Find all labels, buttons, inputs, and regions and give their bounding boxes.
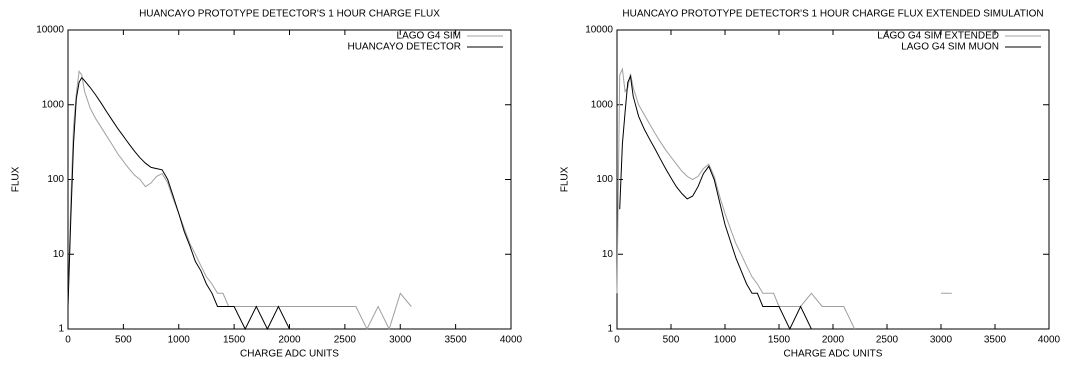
x-tick-label: 4000 bbox=[1038, 335, 1061, 346]
y-tick-label: 1 bbox=[58, 324, 64, 335]
y-tick-label: 10 bbox=[602, 249, 614, 260]
x-tick-label: 2000 bbox=[822, 335, 845, 346]
y-tick-label: 100 bbox=[47, 174, 64, 185]
x-tick-label: 500 bbox=[115, 335, 132, 346]
legend-label: HUANCAYO DETECTOR bbox=[347, 42, 461, 53]
x-tick-label: 4000 bbox=[500, 335, 523, 346]
y-axis-label: FLUX bbox=[11, 166, 22, 192]
series-line bbox=[616, 67, 952, 330]
y-tick-label: 10000 bbox=[585, 25, 613, 36]
x-tick-label: 2500 bbox=[334, 335, 357, 346]
x-tick-label: 1500 bbox=[223, 335, 246, 346]
x-tick-label: 2500 bbox=[876, 335, 899, 346]
y-tick-label: 10000 bbox=[36, 25, 64, 36]
x-tick-label: 0 bbox=[614, 335, 620, 346]
x-axis-label: CHARGE ADC UNITS bbox=[784, 349, 883, 360]
y-tick-label: 1 bbox=[607, 324, 613, 335]
x-tick-label: 3000 bbox=[930, 335, 953, 346]
y-axis-label: FLUX bbox=[560, 166, 571, 192]
plot-frame bbox=[67, 29, 512, 330]
chart-title: HUANCAYO PROTOTYPE DETECTOR'S 1 HOUR CHA… bbox=[139, 9, 440, 20]
x-tick-label: 3500 bbox=[984, 335, 1007, 346]
plot-frame bbox=[616, 29, 1050, 330]
legend-label: LAGO G4 SIM bbox=[397, 31, 461, 42]
x-tick-label: 1000 bbox=[168, 335, 191, 346]
series-line bbox=[620, 76, 898, 329]
x-tick-label: 3500 bbox=[445, 335, 468, 346]
x-tick-label: 500 bbox=[663, 335, 680, 346]
x-tick-label: 0 bbox=[65, 335, 71, 346]
x-tick-label: 3000 bbox=[389, 335, 412, 346]
y-tick-label: 1000 bbox=[591, 99, 614, 110]
y-tick-label: 100 bbox=[596, 174, 613, 185]
x-tick-label: 1000 bbox=[714, 335, 737, 346]
x-axis-label: CHARGE ADC UNITS bbox=[240, 349, 339, 360]
series-line bbox=[67, 69, 412, 331]
legend-label: LAGO G4 SIM MUON bbox=[901, 42, 999, 53]
y-tick-label: 1000 bbox=[42, 99, 65, 110]
x-tick-label: 1500 bbox=[768, 335, 791, 346]
x-tick-label: 2000 bbox=[278, 335, 301, 346]
legend-label: LAGO G4 SIM EXTENDED bbox=[877, 31, 999, 42]
y-tick-label: 10 bbox=[53, 249, 65, 260]
series-line bbox=[67, 76, 301, 331]
chart-title: HUANCAYO PROTOTYPE DETECTOR'S 1 HOUR CHA… bbox=[622, 9, 1043, 20]
